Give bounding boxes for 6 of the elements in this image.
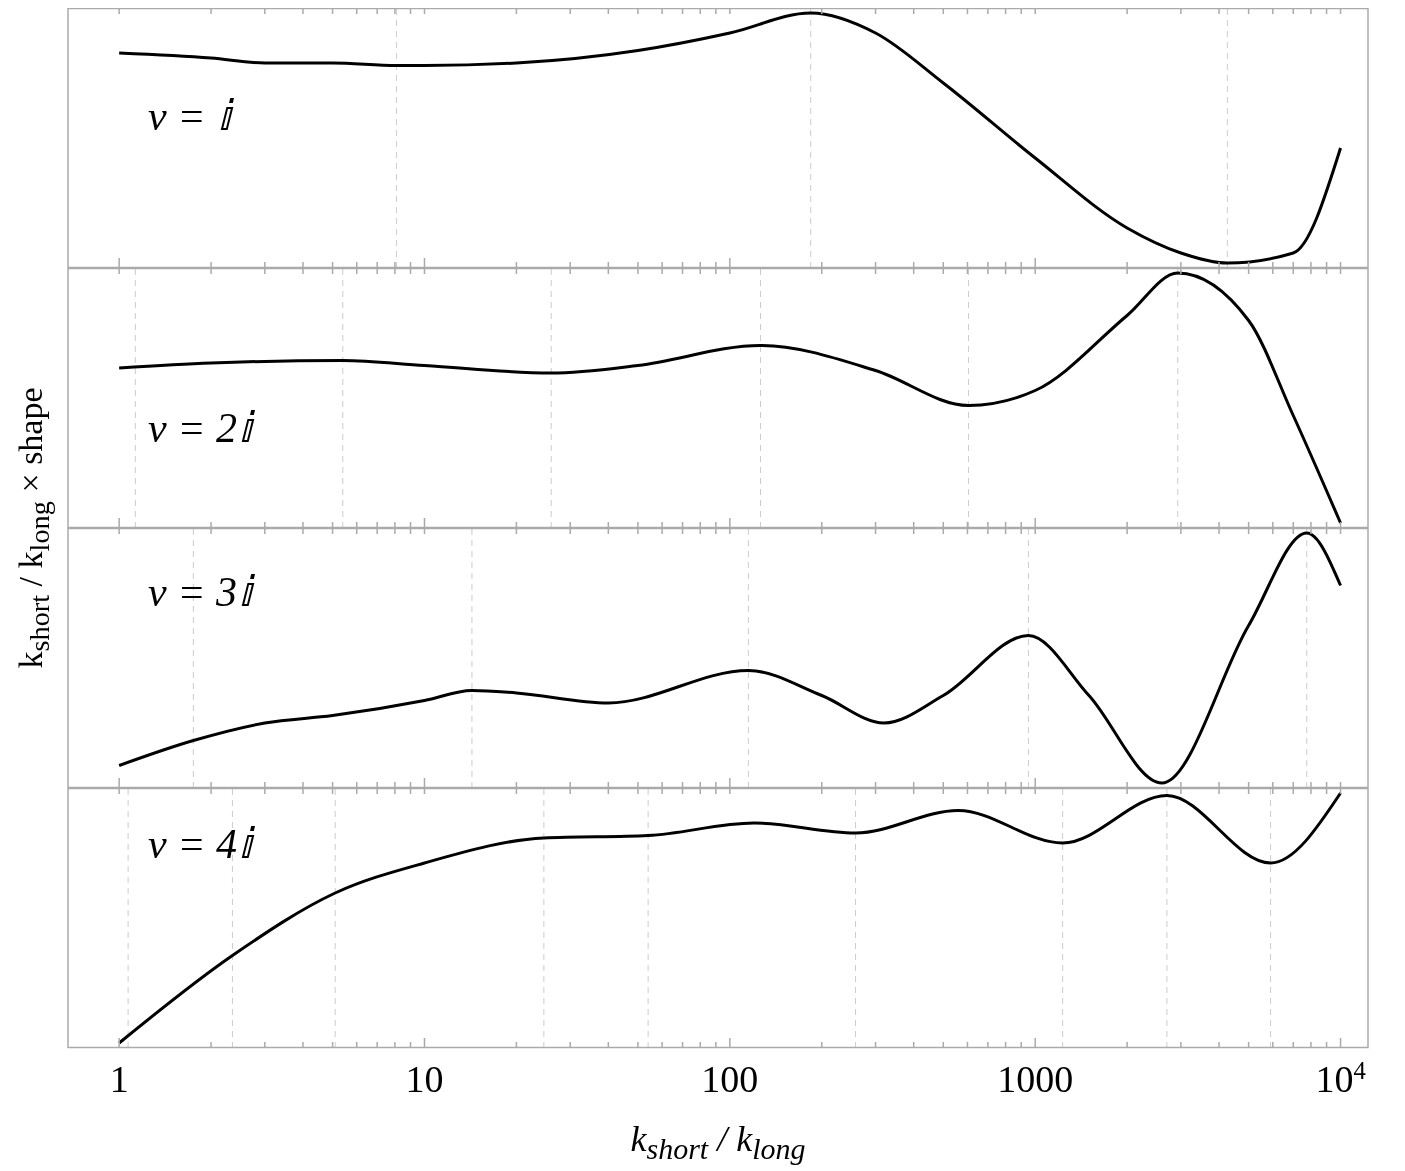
- x-tick-label: 1000: [997, 1058, 1074, 1100]
- x-axis-title: k$_{short}$ / k$_{long}$: [630, 1119, 806, 1166]
- x-tick-label: 100: [701, 1058, 759, 1100]
- x-tick-label: 10: [405, 1058, 444, 1100]
- x-tick-label: 1: [109, 1058, 129, 1100]
- x-tick-label: 10$^{4}$: [1315, 1056, 1366, 1100]
